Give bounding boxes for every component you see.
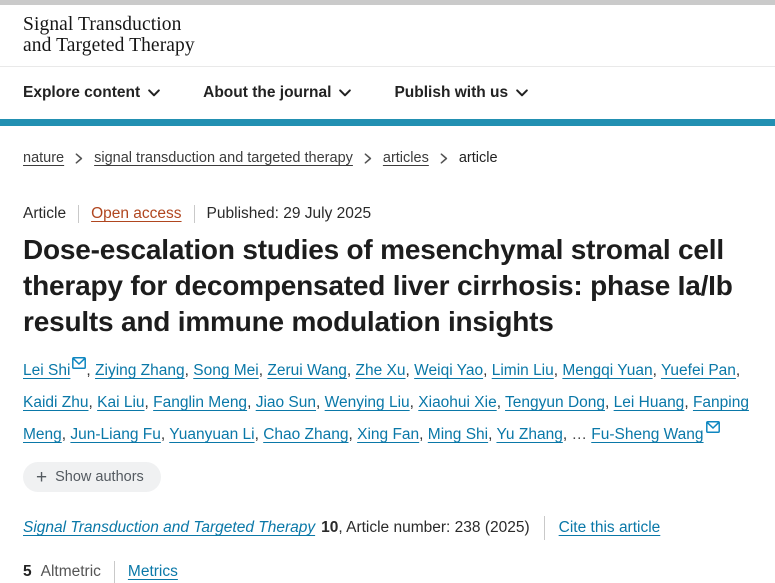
journal-logo-line1: Signal Transduction xyxy=(23,14,182,35)
show-authors-button[interactable]: + Show authors xyxy=(23,462,161,492)
article-title: Dose-escalation studies of mesenchymal s… xyxy=(23,234,733,337)
author-link[interactable]: Yuanyuan Li xyxy=(169,426,255,443)
author-link[interactable]: Fu-Sheng Wang xyxy=(591,426,704,443)
email-icon[interactable] xyxy=(705,421,720,433)
altmetric-count: 5 xyxy=(23,563,32,580)
nav-about-the-journal[interactable]: About the journal xyxy=(203,84,352,102)
volume-number: 10 xyxy=(321,519,339,536)
author-link[interactable]: Ziying Zhang xyxy=(95,362,185,379)
nav-publish-with-us-label: Publish with us xyxy=(394,84,509,101)
nav-explore-content[interactable]: Explore content xyxy=(23,84,160,102)
author-link[interactable]: Kai Liu xyxy=(97,394,145,411)
author-link[interactable]: Xing Fan xyxy=(357,426,420,443)
top-gray-strip xyxy=(0,0,775,5)
chevron-right-icon xyxy=(440,152,448,164)
author-link[interactable]: Chao Zhang xyxy=(263,426,349,443)
citation-row: Signal Transduction and Targeted Therapy… xyxy=(23,516,760,540)
main-nav: Explore content About the journal Publis… xyxy=(0,67,775,119)
author-link[interactable]: Mengqi Yuan xyxy=(562,362,653,379)
breadcrumb: nature signal transduction and targeted … xyxy=(23,150,760,166)
author-link[interactable]: Lei Shi xyxy=(23,362,71,379)
article-type-label: Article xyxy=(23,205,67,222)
article-number-text: , Article number: 238 (2025) xyxy=(338,519,530,536)
chevron-down-icon xyxy=(516,89,528,97)
chevron-down-icon xyxy=(339,89,352,97)
divider xyxy=(193,205,195,223)
divider xyxy=(543,516,545,540)
chevron-right-icon xyxy=(364,152,372,164)
author-link[interactable]: Jiao Sun xyxy=(255,394,317,411)
author-link[interactable]: Tengyun Dong xyxy=(505,394,606,411)
altmetric-label: Altmetric xyxy=(40,563,101,580)
breadcrumb-article-current: article xyxy=(458,150,498,166)
author-link[interactable]: Ming Shi xyxy=(427,426,489,443)
show-authors-label: Show authors xyxy=(55,469,144,485)
author-list: Lei Shi, Ziying Zhang, Song Mei, Zerui W… xyxy=(23,355,760,451)
author-link[interactable]: Xiaohui Xie xyxy=(418,394,497,411)
journal-citation-link[interactable]: Signal Transduction and Targeted Therapy xyxy=(23,519,316,536)
cite-this-article-link[interactable]: Cite this article xyxy=(558,519,661,536)
breadcrumb-nature[interactable]: nature xyxy=(23,150,65,166)
published-date-label: Published: 29 July 2025 xyxy=(206,205,372,222)
metrics-link[interactable]: Metrics xyxy=(127,563,178,580)
divider xyxy=(78,205,80,223)
journal-logo[interactable]: Signal Transduction and Targeted Therapy xyxy=(23,14,195,56)
article-meta-row: Article Open access Published: 29 July 2… xyxy=(23,205,760,223)
nav-publish-with-us[interactable]: Publish with us xyxy=(394,84,528,102)
author-link[interactable]: Song Mei xyxy=(193,362,259,379)
breadcrumb-journal[interactable]: signal transduction and targeted therapy xyxy=(94,150,353,166)
author-link[interactable]: Yuefei Pan xyxy=(660,362,736,379)
email-icon[interactable] xyxy=(72,357,87,369)
author-link[interactable]: Zerui Wang xyxy=(267,362,347,379)
chevron-right-icon xyxy=(75,152,83,164)
journal-logo-line2: and Targeted Therapy xyxy=(23,35,195,56)
nav-explore-content-label: Explore content xyxy=(23,84,141,101)
author-link[interactable]: Wenying Liu xyxy=(324,394,410,411)
author-link[interactable]: Yu Zhang xyxy=(496,426,563,443)
authors-ellipsis: … xyxy=(571,426,592,443)
metrics-row: 5 Altmetric Metrics xyxy=(23,561,760,583)
divider xyxy=(113,561,115,583)
author-link[interactable]: Jun-Liang Fu xyxy=(70,426,161,443)
brand-accent-bar xyxy=(0,119,775,126)
plus-icon: + xyxy=(36,466,48,488)
open-access-link[interactable]: Open access xyxy=(91,205,182,222)
author-link[interactable]: Zhe Xu xyxy=(355,362,406,379)
author-link[interactable]: Limin Liu xyxy=(491,362,554,379)
author-link[interactable]: Kaidi Zhu xyxy=(23,394,89,411)
author-link[interactable]: Fanglin Meng xyxy=(153,394,248,411)
author-link[interactable]: Lei Huang xyxy=(613,394,685,411)
author-link[interactable]: Weiqi Yao xyxy=(414,362,484,379)
author-link[interactable]: Fanping Meng xyxy=(23,394,749,443)
journal-header: Signal Transduction and Targeted Therapy xyxy=(0,5,775,67)
article-header-section: nature signal transduction and targeted … xyxy=(0,150,775,583)
breadcrumb-articles[interactable]: articles xyxy=(382,150,429,166)
nav-about-the-journal-label: About the journal xyxy=(203,84,332,101)
chevron-down-icon xyxy=(148,89,160,97)
